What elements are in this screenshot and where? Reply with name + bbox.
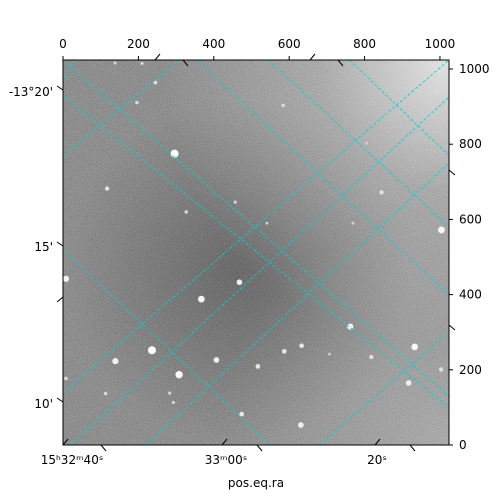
star [281, 349, 287, 354]
ra-tick-label: 20ˢ [367, 453, 387, 467]
star [236, 279, 243, 286]
right-tick-label: 200 [459, 363, 482, 377]
ra-tick-mark [374, 438, 381, 446]
dec-tick-label: -13°20' [9, 85, 53, 99]
ra-tick-mark [154, 53, 161, 61]
dec-tick-mark [56, 397, 64, 403]
dec-tick-label: 10' [34, 397, 53, 411]
dec-tick-mark [448, 169, 456, 176]
star [328, 352, 331, 356]
right-tick-label: 800 [459, 137, 482, 151]
x-axis-label: pos.eq.ra [228, 476, 284, 490]
star [438, 226, 445, 234]
grid-line [196, 60, 449, 295]
ra-tick-mark [221, 438, 228, 446]
plot-frame [62, 59, 450, 446]
top-tick-label: 0 [59, 37, 67, 51]
grid-line [319, 331, 449, 445]
ra-tick-mark [62, 438, 69, 446]
star [175, 371, 183, 379]
star [299, 343, 304, 349]
star [265, 221, 269, 225]
coordinate-grid [63, 60, 449, 445]
star [135, 100, 139, 105]
ra-tick-mark [256, 444, 263, 452]
world-tick-marks [56, 53, 456, 452]
grid-line [70, 96, 449, 445]
dec-tick-label: 15' [34, 240, 53, 254]
ra-tick-mark [182, 59, 189, 67]
top-tick-label: 400 [202, 37, 225, 51]
star [351, 221, 355, 225]
star [438, 367, 444, 372]
star [147, 346, 156, 355]
ra-tick-mark [409, 444, 416, 452]
grid-line [63, 249, 271, 445]
star [281, 103, 285, 108]
star [213, 357, 220, 363]
top-tick-label: 600 [278, 37, 301, 51]
star [364, 141, 368, 145]
star [298, 422, 304, 428]
star [63, 275, 70, 282]
star [255, 364, 261, 369]
top-tick-label: 1000 [425, 37, 456, 51]
top-tick-label: 800 [353, 37, 376, 51]
dec-tick-mark [448, 324, 456, 331]
right-tick-label: 400 [459, 288, 482, 302]
dec-tick-mark [56, 296, 64, 303]
grid-line [63, 60, 181, 156]
grid-line [145, 162, 449, 445]
star [347, 323, 354, 330]
grid-line [63, 60, 75, 81]
star [103, 391, 108, 396]
star [233, 200, 237, 204]
star [171, 400, 176, 405]
star [64, 376, 68, 381]
star [140, 61, 144, 65]
top-tick-label: 200 [127, 37, 150, 51]
ra-tick-mark [337, 59, 344, 67]
dec-tick-mark [56, 241, 64, 247]
ra-tick-label: 33ᵐ00ˢ [205, 453, 248, 467]
grid-line [63, 94, 449, 408]
star [369, 354, 374, 360]
star [113, 61, 117, 65]
ra-tick-mark [309, 53, 316, 61]
star [170, 149, 179, 158]
image-panel [63, 60, 449, 445]
grid-line [268, 60, 449, 228]
star [112, 358, 119, 365]
star [434, 89, 438, 94]
star [153, 80, 158, 85]
right-pixel-axis: 0 200 400 600 800 1000 [449, 62, 490, 452]
star [104, 186, 110, 191]
stars-layer [63, 61, 445, 428]
star [379, 190, 384, 195]
star [168, 391, 172, 395]
star [239, 411, 245, 417]
ra-tick-mark [100, 444, 107, 452]
ra-tick-label: 15ʰ32ᵐ40ˢ [41, 453, 104, 467]
right-tick-label: 0 [459, 438, 467, 452]
dec-tick-mark [56, 85, 64, 91]
top-pixel-axis: 0 200 400 600 800 1000 [59, 37, 455, 60]
star [197, 295, 205, 303]
star [184, 210, 189, 214]
star [405, 380, 412, 386]
right-tick-label: 600 [459, 212, 482, 226]
right-tick-label: 1000 [459, 62, 490, 76]
star [411, 343, 419, 351]
grid-line [63, 60, 449, 397]
grid-line [349, 60, 449, 156]
sky-gradient-glow-bottom [63, 60, 449, 445]
